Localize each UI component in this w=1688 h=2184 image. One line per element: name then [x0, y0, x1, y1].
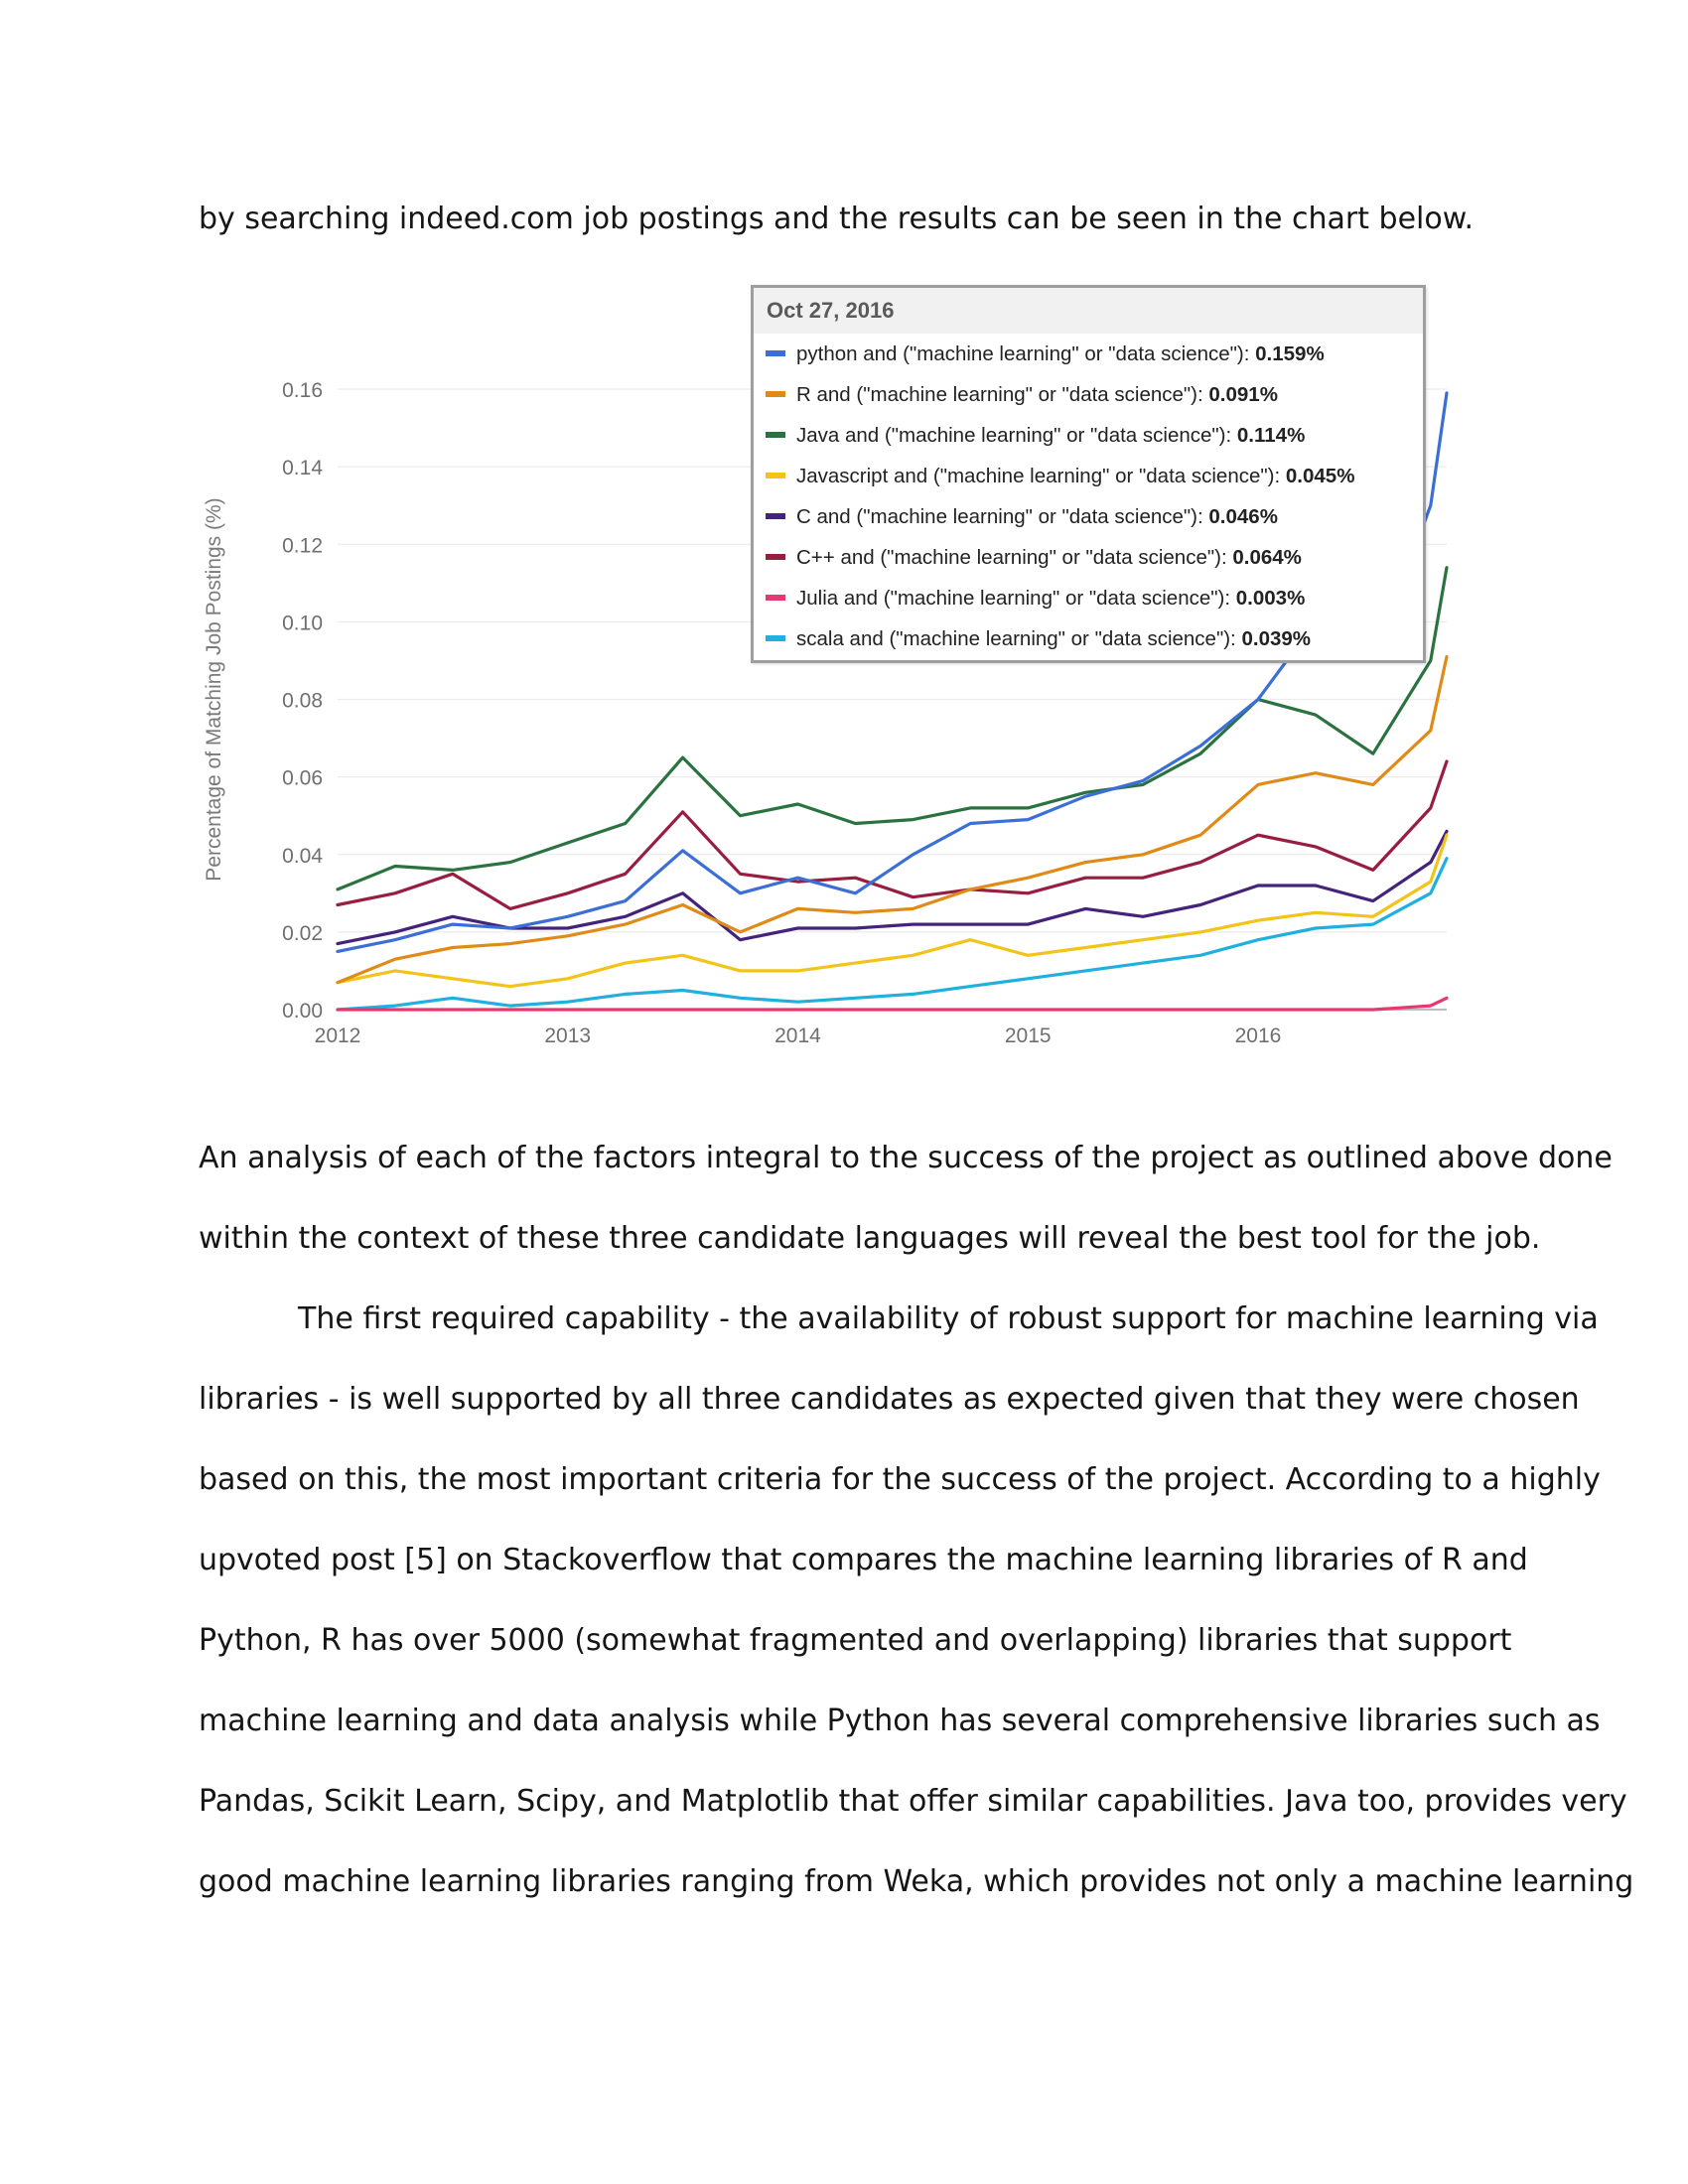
tooltip-label: scala and ("machine learning" or "data s…	[796, 627, 1236, 650]
x-tick-label: 2016	[1235, 1024, 1282, 1047]
tooltip-label: Javascript and ("machine learning" or "d…	[796, 465, 1281, 487]
tooltip-label: Julia and ("machine learning" or "data s…	[796, 587, 1231, 610]
x-tick-label: 2015	[1005, 1024, 1052, 1047]
legend-swatch	[766, 594, 785, 601]
tooltip-value: 0.114%	[1236, 424, 1306, 447]
series-line	[336, 833, 1449, 989]
paragraph-line: good machine learning libraries ranging …	[199, 1864, 1634, 1899]
legend-swatch	[766, 472, 785, 478]
y-tick-label: 0.06	[282, 767, 323, 790]
y-tick-label: 0.14	[282, 457, 323, 479]
y-tick-label: 0.16	[282, 379, 323, 402]
paragraph-line: based on this, the most important criter…	[199, 1462, 1601, 1497]
intro-line: by searching indeed.com job postings and…	[199, 202, 1475, 236]
job-postings-chart: 0.00 0.02 0.04 0.06 0.08 0.10 0.12 0.14 0.16 2012…	[189, 268, 1499, 1082]
y-tick-label: 0.08	[282, 690, 323, 713]
tooltip-date: Oct 27, 2016	[754, 288, 1423, 334]
tooltip-value: 0.003%	[1235, 587, 1306, 610]
paragraph-line: machine learning and data analysis while…	[199, 1704, 1601, 1738]
legend-swatch	[766, 634, 785, 641]
paragraph-line: upvoted post [5] on Stackoverflow that c…	[199, 1543, 1528, 1577]
y-axis-label: Percentage of Matching Job Postings (%)	[203, 497, 225, 881]
tooltip-value: 0.064%	[1232, 546, 1302, 569]
tooltip-row: scala and ("machine learning" or "data s…	[766, 624, 1311, 654]
paragraph-line: Pandas, Scikit Learn, Scipy, and Matplot…	[199, 1784, 1627, 1819]
tooltip-label: C++ and ("machine learning" or "data sci…	[796, 546, 1227, 569]
paragraph-line: The first required capability - the avai…	[298, 1301, 1599, 1336]
tooltip-value: 0.039%	[1241, 627, 1311, 650]
y-tick-label: 0.12	[282, 534, 323, 557]
tooltip-label: R and ("machine learning" or "data scien…	[796, 383, 1203, 406]
tooltip-row: C and ("machine learning" or "data scien…	[766, 502, 1278, 532]
tooltip-row: Java and ("machine learning" or "data sc…	[766, 421, 1305, 451]
analysis-line: An analysis of each of the factors integ…	[199, 1141, 1613, 1175]
tooltip-row: Julia and ("machine learning" or "data s…	[766, 584, 1305, 614]
paragraph-line: Python, R has over 5000 (somewhat fragme…	[199, 1623, 1512, 1658]
tooltip-row: Javascript and ("machine learning" or "d…	[766, 462, 1354, 491]
series-line	[336, 566, 1449, 891]
legend-swatch	[766, 431, 785, 438]
first-capability-paragraph: The first required capability - the avai…	[199, 1279, 1634, 1922]
tooltip-row: C++ and ("machine learning" or "data sci…	[766, 543, 1302, 573]
tooltip-value: 0.159%	[1255, 342, 1325, 365]
tooltip-label: C and ("machine learning" or "data scien…	[796, 505, 1203, 528]
y-tick-label: 0.00	[282, 1000, 323, 1023]
x-tick-label: 2014	[774, 1024, 821, 1047]
legend-swatch	[766, 553, 785, 560]
analysis-line: within the context of these three candid…	[199, 1221, 1541, 1256]
y-tick-label: 0.10	[282, 612, 323, 634]
tooltip-row: python and ("machine learning" or "data …	[766, 340, 1325, 369]
x-tick-label: 2012	[315, 1024, 361, 1047]
series-line	[336, 829, 1449, 946]
paragraph-line: libraries - is well supported by all thr…	[199, 1382, 1580, 1417]
y-tick-label: 0.04	[282, 845, 323, 868]
tooltip-value: 0.091%	[1208, 383, 1278, 406]
series-line	[336, 759, 1449, 911]
legend-swatch	[766, 349, 785, 356]
y-tick-label: 0.02	[282, 922, 323, 945]
tooltip-label: Java and ("machine learning" or "data sc…	[796, 424, 1232, 447]
tooltip-value: 0.046%	[1208, 505, 1278, 528]
legend-swatch	[766, 512, 785, 519]
chart-tooltip: Oct 27, 2016 python and ("machine learni…	[751, 285, 1426, 663]
series-line	[336, 654, 1449, 985]
series-line	[336, 857, 1449, 1012]
series-line	[336, 996, 1449, 1012]
tooltip-value: 0.045%	[1285, 465, 1355, 487]
tooltip-label: python and ("machine learning" or "data …	[796, 342, 1250, 365]
intro-paragraph: by searching indeed.com job postings and…	[199, 179, 1509, 259]
analysis-paragraph: An analysis of each of the factors integ…	[199, 1118, 1613, 1279]
legend-swatch	[766, 390, 785, 397]
tooltip-row: R and ("machine learning" or "data scien…	[766, 380, 1278, 410]
x-tick-label: 2013	[544, 1024, 591, 1047]
